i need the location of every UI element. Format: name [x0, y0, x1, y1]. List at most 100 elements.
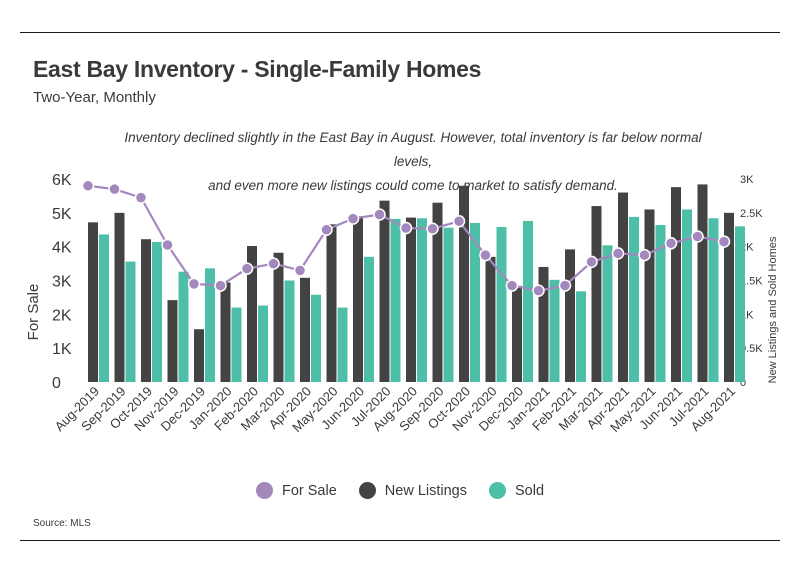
- bar-new-listings-jun-2021: [671, 187, 681, 382]
- legend-swatch-new-listings: [358, 482, 376, 499]
- chart-subtitle: Two-Year, Monthly: [33, 89, 156, 106]
- point-for-sale-jun-2020: [346, 212, 360, 225]
- legend-swatch-for-sale: [255, 482, 273, 499]
- bar-sold-mar-2020: [284, 280, 295, 382]
- x-axis-tick-labels: Aug-2019Sep-2019Oct-2019Nov-2019Dec-2019…: [52, 384, 738, 435]
- legend-label-new-listings: New Listings: [384, 482, 467, 499]
- point-for-sale-mar-2021: [585, 255, 598, 269]
- left-tick-label: 0: [52, 375, 61, 392]
- bar-new-listings-nov-2019: [167, 300, 178, 382]
- bar-sold-feb-2021: [576, 291, 586, 382]
- point-for-sale-oct-2019: [134, 191, 148, 204]
- bar-sold-sep-2019: [125, 261, 136, 382]
- bottom-rule: [20, 540, 780, 541]
- bar-sold-may-2021: [655, 225, 666, 382]
- bar-sold-jun-2021: [682, 209, 692, 382]
- point-for-sale-oct-2020: [452, 215, 466, 228]
- bar-new-listings-oct-2020: [459, 185, 469, 382]
- point-for-sale-mar-2020: [267, 257, 280, 270]
- bar-new-listings-may-2021: [644, 209, 655, 382]
- bar-new-listings-sep-2020: [432, 202, 443, 382]
- chart-annotation: Inventory declined slightly in the East …: [108, 126, 718, 198]
- point-for-sale-may-2020: [320, 223, 333, 236]
- bar-new-listings-nov-2020: [485, 256, 496, 382]
- right-tick-label: 0: [740, 377, 746, 389]
- bar-new-listings-aug-2021: [724, 212, 734, 382]
- point-for-sale-dec-2020: [505, 279, 519, 292]
- bar-sold-apr-2020: [311, 294, 321, 382]
- legend-swatch-sold: [488, 482, 506, 499]
- bar-sold-jul-2021: [708, 218, 719, 382]
- bar-new-listings-apr-2020: [300, 277, 310, 382]
- bar-sold-aug-2020: [417, 218, 427, 382]
- point-for-sale-sep-2020: [426, 222, 439, 235]
- bar-new-listings-mar-2021: [591, 206, 602, 382]
- bar-sold-dec-2019: [205, 268, 215, 382]
- right-tick-label: 1.5K: [740, 276, 763, 288]
- left-tick-label: 2K: [52, 307, 72, 324]
- bar-new-listings-aug-2019: [88, 222, 98, 382]
- legend-label-sold: Sold: [514, 482, 545, 499]
- point-for-sale-aug-2019: [81, 179, 95, 193]
- legend-label-for-sale: For Sale: [281, 482, 337, 499]
- bar-sold-apr-2021: [629, 216, 639, 382]
- bar-new-listings-apr-2021: [618, 192, 628, 382]
- left-axis-ticks: 0 1K 2K 3K 4K 5K 6K: [52, 172, 72, 392]
- bar-new-listings-sep-2019: [114, 212, 125, 382]
- source-note: Source: MLS: [33, 518, 91, 529]
- chart-title: East Bay Inventory - Single-Family Homes: [33, 56, 482, 82]
- bar-sold-oct-2019: [152, 241, 162, 382]
- annotation-line-2: and even more new listings could come to…: [208, 178, 618, 193]
- bar-new-listings-may-2020: [326, 224, 337, 382]
- bar-new-listings-feb-2021: [565, 249, 575, 382]
- bar-sold-nov-2020: [496, 227, 507, 382]
- point-for-sale-jul-2020: [373, 208, 386, 221]
- point-for-sale-jan-2021: [532, 284, 545, 297]
- bar-sold-sep-2020: [443, 227, 454, 382]
- right-tick-label: 0.5K: [740, 343, 763, 355]
- bar-new-listings-oct-2019: [141, 239, 151, 382]
- point-for-sale-nov-2019: [161, 238, 174, 252]
- left-tick-label: 3K: [52, 274, 72, 291]
- bar-new-listings-jun-2020: [353, 216, 363, 382]
- bar-sold-aug-2019: [99, 234, 109, 382]
- point-for-sale-feb-2021: [558, 279, 572, 292]
- point-for-sale-apr-2020: [293, 264, 307, 277]
- bar-sold-may-2020: [337, 307, 348, 382]
- bar-sold-jan-2021: [549, 279, 560, 382]
- left-tick-label: 1K: [52, 341, 72, 358]
- bar-new-listings-dec-2019: [194, 329, 204, 382]
- bar-sold-mar-2021: [602, 245, 613, 382]
- top-rule: [20, 32, 780, 33]
- bar-sold-jul-2020: [390, 218, 401, 382]
- point-for-sale-jan-2020: [214, 279, 227, 292]
- right-tick-label: 3K: [740, 174, 754, 186]
- left-tick-label: 6K: [52, 172, 72, 189]
- bar-new-listings-dec-2020: [512, 285, 522, 382]
- point-for-sale-may-2021: [638, 248, 651, 262]
- left-tick-label: 5K: [52, 206, 72, 223]
- right-axis-label: New Listings and Sold Homes: [767, 236, 779, 383]
- bar-new-listings-jul-2021: [697, 184, 708, 382]
- bar-sold-jan-2020: [231, 307, 242, 382]
- legend-item-sold: Sold: [488, 482, 545, 499]
- bar-series: [88, 184, 745, 382]
- bar-sold-oct-2020: [470, 222, 480, 382]
- bar-sold-nov-2019: [178, 271, 189, 382]
- point-for-sale-jun-2021: [664, 237, 678, 250]
- annotation-line-1: Inventory declined slightly in the East …: [124, 130, 702, 169]
- point-for-sale-aug-2021: [717, 235, 731, 248]
- legend-item-new-listings: New Listings: [358, 482, 467, 499]
- bar-new-listings-jul-2020: [379, 200, 390, 382]
- point-for-sale-jul-2021: [691, 230, 704, 243]
- point-for-sale-apr-2021: [611, 247, 625, 260]
- bar-sold-aug-2021: [735, 226, 745, 382]
- point-for-sale-feb-2020: [240, 262, 254, 275]
- bar-new-listings-aug-2020: [406, 217, 416, 382]
- left-axis-label: For Sale: [25, 284, 42, 341]
- bar-new-listings-feb-2020: [247, 245, 257, 382]
- bar-sold-jun-2020: [364, 256, 374, 382]
- legend-item-for-sale: For Sale: [255, 482, 337, 499]
- bar-sold-dec-2020: [523, 220, 533, 382]
